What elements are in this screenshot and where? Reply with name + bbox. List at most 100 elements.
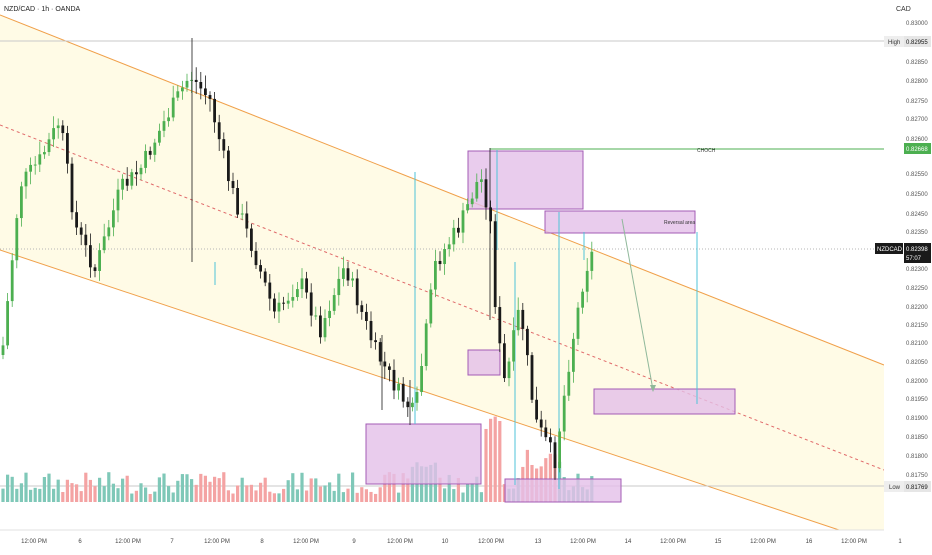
candle-body [125, 178, 129, 186]
candle-body [309, 292, 313, 316]
volume-bar [33, 487, 37, 502]
candle-body [332, 295, 336, 311]
time-axis[interactable]: 12:00 PM 6 12:00 PM 7 12:00 PM 8 12:00 PM 9 12:0… [0, 529, 932, 550]
svg-text:0.82955: 0.82955 [906, 40, 928, 46]
volume-bar [38, 488, 42, 502]
candle-body [6, 301, 9, 346]
candle-body [291, 297, 295, 301]
volume-bar [259, 482, 263, 502]
candle-body [162, 121, 166, 131]
volume-bar [194, 484, 198, 502]
volume-bar [305, 490, 309, 502]
candle-body [56, 125, 60, 129]
candle-body [498, 307, 502, 344]
price-axis[interactable]: CAD 0.830000.829000.828500.828000.827500… [884, 0, 932, 550]
price-tick-label: 0.82850 [906, 60, 928, 66]
volume-bar [282, 488, 286, 502]
time-tick-label: 7 [170, 539, 174, 545]
time-tick-label: 6 [78, 539, 82, 545]
candle-body [29, 164, 32, 172]
candle-body [43, 152, 46, 155]
volume-bar [369, 491, 373, 502]
candle-body [61, 125, 65, 134]
volume-bar [332, 490, 336, 502]
volume-bar [318, 486, 322, 502]
time-tick-label: 9 [352, 539, 356, 545]
candle-body [1, 345, 5, 355]
high-badge: High 0.82955 [884, 36, 931, 47]
volume-bar [268, 491, 272, 502]
candle-body [52, 128, 55, 140]
candle-body [181, 87, 184, 92]
candle-body [447, 244, 451, 250]
volume-bar [52, 488, 56, 502]
time-tick-label: 12:00 PM [478, 539, 504, 545]
volume-bar [314, 478, 318, 502]
candle-body [227, 150, 230, 182]
candle-body [273, 298, 276, 312]
candle-body [411, 402, 414, 408]
volume-bar [452, 489, 456, 502]
volume-bar [346, 488, 350, 502]
small-zone[interactable] [467, 349, 501, 376]
candle-body [245, 213, 249, 229]
volume-bar [125, 475, 129, 502]
volume-bar [456, 477, 460, 502]
svg-text:0.82668: 0.82668 [906, 147, 928, 153]
price-tick-label: 0.81750 [906, 473, 928, 479]
price-tick-label: 0.81900 [906, 416, 928, 422]
channel-midline[interactable] [0, 124, 885, 471]
candle-body [47, 139, 51, 153]
candle-body [392, 369, 396, 391]
price-tick-label: 0.82600 [906, 137, 928, 143]
price-tick-label: 0.82350 [906, 230, 928, 236]
candle-body [457, 227, 460, 233]
candle-body [323, 318, 327, 338]
target-zone[interactable] [593, 388, 736, 415]
price-tick-label: 0.82150 [906, 323, 928, 329]
candle-body [254, 250, 258, 266]
volume-bar [470, 483, 474, 502]
candle-body [401, 383, 405, 402]
volume-bar [479, 492, 483, 502]
candle-body [33, 164, 37, 166]
candle-body [516, 309, 520, 331]
volume-bar [272, 493, 276, 502]
candle-body [475, 181, 479, 199]
candle-body [558, 431, 561, 469]
choch-badge: 0.82668 [904, 143, 931, 154]
volume-bar [116, 488, 120, 502]
channel-lower-line[interactable] [0, 249, 885, 546]
volume-bar [203, 475, 207, 502]
time-tick-label: 14 [625, 539, 632, 545]
volume-bar [107, 472, 111, 502]
candle-body [562, 395, 566, 432]
projection-lines [214, 150, 698, 489]
candle-body [171, 97, 175, 118]
candle-body [139, 167, 143, 175]
volume-bar [42, 476, 46, 502]
candle-body [236, 188, 239, 215]
time-tick-label: 12:00 PM [750, 539, 776, 545]
bottom-zone[interactable] [504, 478, 622, 503]
candle-body [328, 310, 331, 319]
time-tick-label: 12:00 PM [115, 539, 141, 545]
candle-body [314, 315, 318, 317]
svg-text:High: High [888, 40, 900, 46]
demand-zone-1[interactable] [365, 423, 482, 485]
candle-body [521, 309, 525, 329]
time-tick-label: 12:00 PM [293, 539, 319, 545]
volume-bar [254, 490, 258, 502]
candle-body [415, 392, 419, 403]
volume-bar [10, 476, 14, 502]
svg-text:Low: Low [889, 485, 901, 491]
volume-bar [93, 486, 97, 502]
reversal-zone[interactable] [544, 210, 696, 234]
volume-bar [484, 428, 488, 502]
candle-body [576, 307, 580, 339]
candle-body [503, 343, 506, 379]
channel-upper-line[interactable] [0, 14, 885, 366]
candle-body [217, 122, 221, 140]
volume-bar [213, 476, 217, 502]
